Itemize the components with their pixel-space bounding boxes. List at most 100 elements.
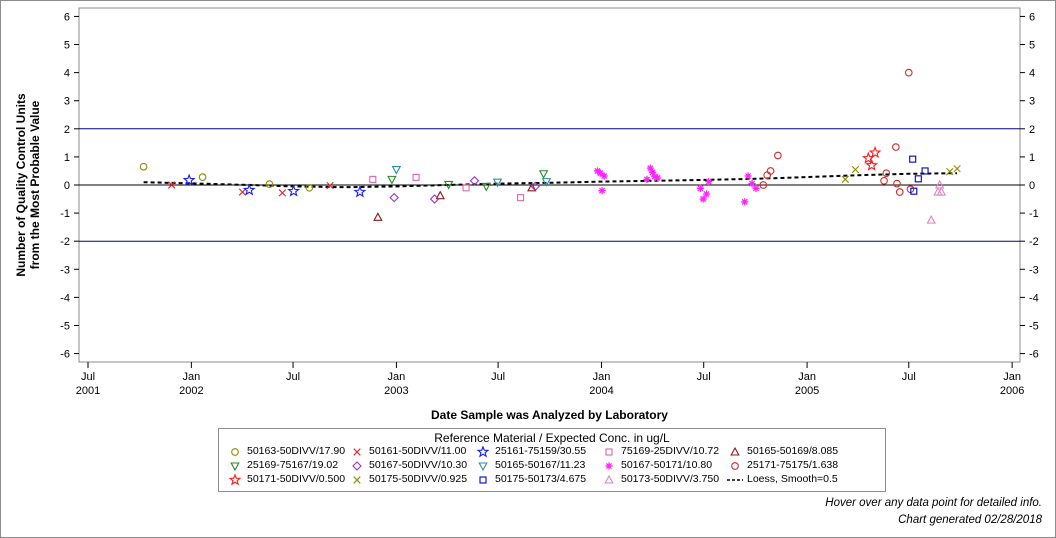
y-tick-label-right: 4 (1029, 68, 1035, 80)
legend-marker-icon (353, 448, 361, 456)
data-point (946, 167, 954, 176)
data-point (326, 181, 334, 190)
y-tick-label-right: 3 (1029, 96, 1035, 108)
data-point (882, 169, 891, 178)
legend-marker-icon (727, 479, 743, 481)
y-tick-label-right: 5 (1029, 40, 1035, 52)
data-point (699, 195, 707, 203)
data-point (373, 212, 383, 221)
y-tick-label-left: -3 (60, 264, 70, 276)
y-tick-label-right: -5 (1029, 320, 1039, 332)
y-tick-label-left: -2 (60, 236, 70, 248)
legend-label: 50173-50DIVV/3.750 (621, 473, 720, 485)
data-point (646, 164, 654, 172)
data-point (752, 184, 760, 192)
legend-marker (731, 462, 739, 470)
x-tick-label: Jan (1003, 371, 1021, 383)
data-point (139, 162, 148, 171)
data-point (921, 167, 929, 175)
y-tick-label-right: -3 (1029, 264, 1039, 276)
data-point (265, 180, 274, 189)
data-point (598, 187, 606, 195)
data-point (182, 173, 196, 186)
chart-generated-date: Chart generated 02/28/2018 (898, 514, 1042, 526)
data-point (353, 185, 367, 198)
data-point (865, 158, 879, 171)
legend-label: 50165-50167/11.23 (495, 459, 586, 471)
legend-marker-icon (604, 474, 614, 484)
y-tick-label-left: -1 (60, 208, 70, 220)
y-tick-label-left: 5 (64, 40, 70, 52)
data-point (643, 175, 651, 183)
legend-label: 50175-50173/4.675 (495, 473, 587, 485)
x-tick-year-label: 2006 (1000, 385, 1024, 397)
x-tick-label: Jul (491, 371, 505, 383)
legend: Reference Material / Expected Conc. in u… (218, 428, 886, 492)
legend-marker-icon (231, 448, 239, 456)
legend-marker-icon (730, 446, 740, 456)
data-point (387, 175, 397, 185)
x-tick-year-label: 2001 (76, 385, 100, 397)
legend-label: 50167-50DIVV/10.30 (369, 459, 468, 471)
data-point (238, 188, 247, 196)
data-point (596, 169, 604, 177)
legend-marker-icon (353, 476, 361, 484)
data-point (895, 188, 904, 196)
legend-label: Loess, Smooth=0.5 (747, 473, 838, 485)
legend-marker (605, 462, 613, 470)
data-point (654, 174, 662, 182)
legend-marker (604, 474, 614, 484)
data-point (517, 194, 525, 202)
legend-marker (228, 474, 242, 486)
legend-marker (353, 476, 361, 484)
y-tick-label-right: 2 (1029, 124, 1035, 136)
y-tick-label-left: 6 (64, 11, 70, 23)
legend-title: Reference Material / Expected Conc. in u… (434, 431, 670, 445)
data-point (893, 179, 901, 188)
data-point (910, 187, 918, 195)
data-point (841, 175, 849, 184)
data-point (744, 172, 752, 180)
data-point (851, 165, 860, 174)
data-point (891, 143, 900, 151)
data-point (705, 178, 713, 186)
data-point (766, 167, 775, 175)
y-tick-label-right: -1 (1029, 208, 1039, 220)
legend-label: 50167-50171/10.80 (621, 459, 713, 471)
data-point (774, 151, 782, 160)
legend-marker (230, 462, 240, 472)
x-tick-year-label: 2005 (795, 385, 819, 397)
data-point (934, 179, 945, 189)
data-point (305, 183, 314, 192)
data-point (412, 173, 420, 181)
y-tick-label-right: -6 (1029, 349, 1039, 361)
legend-marker-icon (605, 448, 613, 456)
legend-label: 50165-50169/8.085 (747, 445, 839, 457)
data-point (741, 198, 749, 206)
legend-label: 50171-50DIVV/0.500 (247, 473, 346, 485)
data-point (909, 155, 917, 163)
data-point (198, 173, 207, 181)
legend-marker (479, 476, 487, 484)
x-tick-year-label: 2003 (384, 385, 408, 397)
data-point (880, 176, 888, 185)
data-point (538, 170, 549, 179)
x-tick-year-label: 2004 (589, 385, 613, 397)
data-point (702, 190, 711, 198)
y-tick-label-left: 4 (64, 68, 70, 80)
legend-label: 25169-75167/19.02 (247, 459, 339, 471)
data-point (242, 183, 256, 196)
legend-marker-icon (230, 462, 240, 472)
legend-marker-icon (605, 462, 613, 470)
data-point (389, 192, 399, 203)
legend-marker (476, 446, 490, 458)
x-tick-label: Jan (798, 371, 816, 383)
data-point (914, 175, 922, 183)
data-point (469, 176, 480, 186)
hover-note: Hover over any data point for detailed i… (825, 497, 1042, 509)
legend-marker (478, 462, 488, 472)
data-point (926, 214, 936, 224)
legend-marker (605, 448, 613, 456)
y-tick-label-left: -6 (60, 349, 70, 361)
